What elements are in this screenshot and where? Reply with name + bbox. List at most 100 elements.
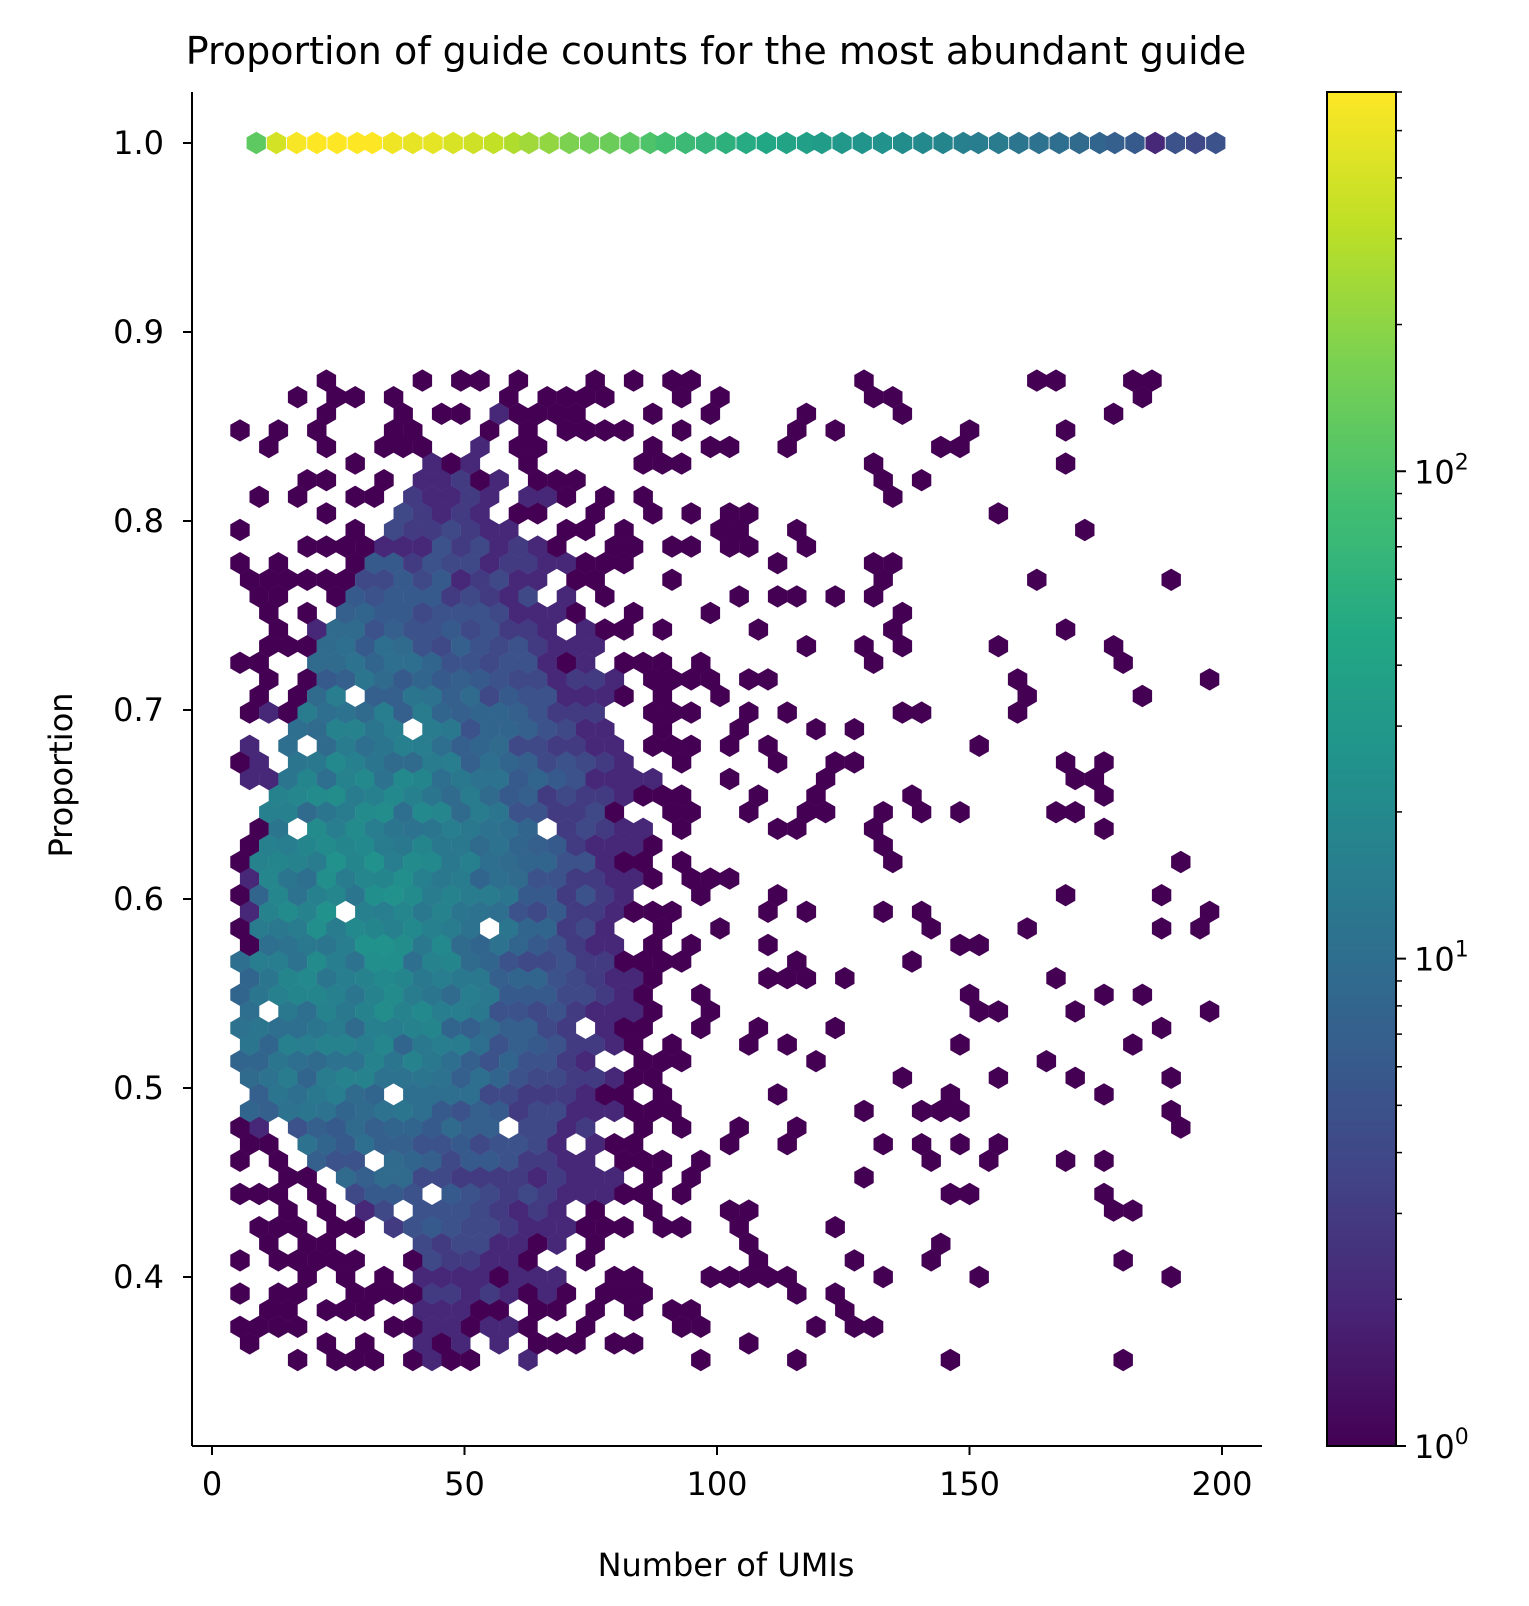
hexbin-cell [1161, 1265, 1181, 1289]
hexbin-cell [700, 402, 721, 425]
hexbin-cell [585, 1099, 605, 1123]
y-tick-label: 0.9 [113, 313, 164, 351]
hexbin-cell [508, 535, 529, 558]
hexbin-cell-top-row [362, 131, 383, 155]
hexbin-cell [441, 817, 461, 840]
hexbin-cell [758, 933, 778, 957]
hexbin-cell [1113, 1249, 1133, 1272]
hexbin-cell-top-row [559, 131, 579, 155]
hexbin-cell-top-row [382, 131, 403, 155]
hexbin-cell [518, 817, 538, 840]
hexbin-cell [307, 684, 327, 708]
hexbin-cell [537, 1083, 557, 1106]
hexbin-cell [364, 1282, 385, 1305]
hexbin-cell [566, 1166, 586, 1189]
hexbin-cell [316, 834, 337, 857]
x-tick-label: 0 [202, 1465, 222, 1503]
hexbin-cell [863, 452, 884, 475]
hexbin-cell [508, 834, 529, 857]
hexbin-cell [547, 535, 567, 558]
hexbin-cell-top-row [423, 131, 443, 155]
hexbin-cell [431, 1133, 452, 1156]
hexbin-cell [239, 1033, 260, 1056]
hexbin-cell [518, 950, 538, 973]
hexbin-cell [345, 983, 365, 1006]
hexbin-cell [489, 1099, 509, 1123]
hexbin-cell [681, 535, 701, 558]
hexbin-cell [393, 1066, 413, 1089]
hexbin-cell [604, 900, 625, 923]
hexbin-cell [825, 1216, 845, 1239]
hexbin-cell [489, 701, 509, 724]
hexbin-cell [950, 1033, 970, 1056]
hexbin-cell [422, 651, 442, 674]
hexbin-cell [671, 1216, 692, 1239]
hexbin-cell-top-row [246, 131, 266, 155]
hexbin-cell [316, 469, 337, 492]
hexbin-cell [422, 850, 442, 874]
hexbin-cell [556, 884, 577, 907]
hexbin-cell [566, 1332, 586, 1355]
hexbin-cell [499, 585, 519, 608]
hexbin-cell [383, 1315, 404, 1338]
hexbin-cell [623, 601, 644, 625]
hexbin-cell [873, 469, 893, 492]
hexbin-cell [364, 917, 385, 940]
hexbin-cell [422, 1249, 442, 1272]
hexbin-cell [335, 535, 356, 558]
hexbin-cell [719, 734, 740, 757]
hexbin-cell [268, 884, 289, 907]
hexbin-cell [422, 1050, 442, 1073]
x-tick-label: 200 [1191, 1465, 1252, 1503]
hexbin-cell [844, 718, 865, 741]
hexbin-cell [547, 1066, 567, 1089]
hexbin-cell [623, 1332, 644, 1355]
hexbin-cell [643, 834, 663, 857]
hexbin-cell [259, 668, 279, 691]
hexbin-cell [499, 386, 519, 409]
hexbin-cell [911, 801, 932, 824]
hexbin-cell [364, 585, 385, 608]
hexbin-cell [355, 1066, 375, 1089]
hexbin-cell [422, 718, 442, 741]
hexbin-cell [316, 933, 337, 957]
hexbin-cell [307, 983, 327, 1006]
hexbin-cell [268, 419, 289, 442]
hexbin-cell [691, 884, 711, 907]
hexbin-cell [499, 651, 519, 674]
hexbin-cell [527, 402, 548, 425]
hexbin-cell [911, 701, 932, 724]
hexbin-cell-top-row [756, 131, 776, 155]
hexbin-cell [643, 1000, 663, 1023]
hexbin-cell [297, 535, 317, 558]
hexbin-cell [489, 1265, 509, 1289]
hexbin-cell [364, 1182, 385, 1206]
hexbin-cell [268, 1282, 289, 1305]
hexbin-cell [460, 950, 481, 973]
hexbin-cell [297, 469, 317, 492]
hexbin-cell [527, 1033, 548, 1056]
hexbin-cell [383, 684, 404, 708]
hexbin-cell [1007, 668, 1028, 691]
hexbin-cell [671, 1182, 692, 1206]
hexbin-cell [1199, 668, 1220, 691]
hexbin-cell-top-row [600, 131, 620, 155]
hexbin-cell [431, 734, 452, 757]
hexbin-cell [297, 568, 317, 591]
hexbin-cell [230, 1050, 250, 1073]
hexbin-cell [268, 850, 289, 874]
hexbin-cell [527, 1133, 548, 1156]
hexbin-cell [518, 784, 538, 807]
hexbin-cell [1161, 568, 1181, 591]
hexbin-cell [345, 718, 365, 741]
hexbin-cell [441, 1050, 461, 1073]
hexbin-cell [345, 1116, 365, 1139]
hexbin-cell [345, 1249, 365, 1272]
hexbin-cell [614, 784, 634, 807]
x-tick-label: 50 [444, 1465, 485, 1503]
hexbin-cell [335, 1166, 356, 1189]
hexbin-cell [460, 1216, 481, 1239]
hexbin-cell [556, 485, 577, 508]
hexbin-cell [239, 1099, 260, 1123]
hexbin-cell [643, 701, 663, 724]
